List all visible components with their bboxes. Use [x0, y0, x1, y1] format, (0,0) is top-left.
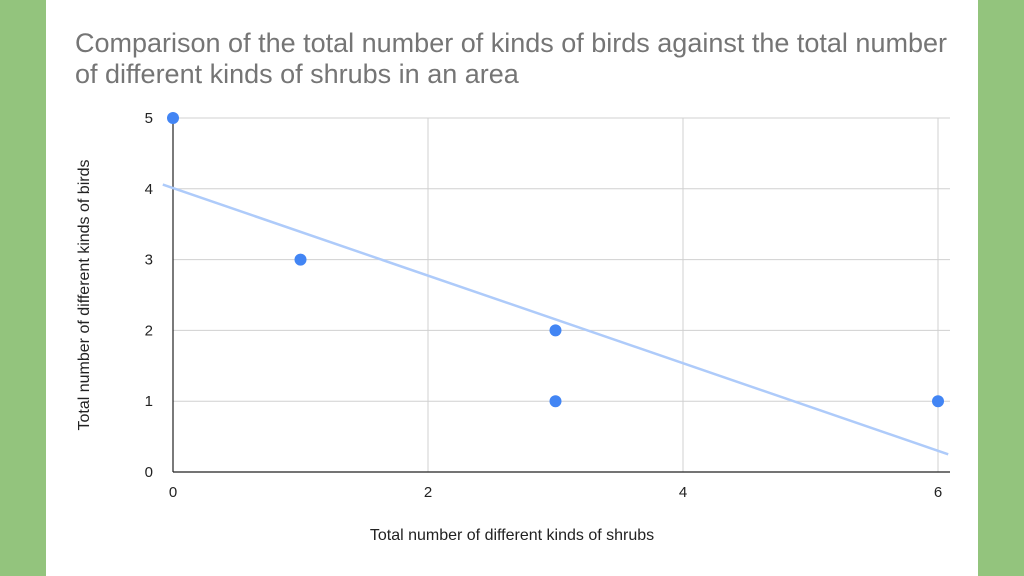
data-point [167, 112, 179, 124]
x-axis-label: Total number of different kinds of shrub… [369, 527, 655, 544]
y-axis-label: Total number of different kinds of birds [76, 159, 93, 431]
slide: Comparison of the total number of kinds … [46, 0, 978, 576]
x-tick-label: 6 [934, 484, 942, 501]
y-tick-label: 5 [145, 110, 153, 127]
y-tick-label: 4 [145, 181, 153, 198]
data-point [549, 324, 562, 337]
y-tick-label: 2 [145, 322, 153, 339]
x-tick-label: 0 [169, 484, 177, 501]
data-point [549, 395, 562, 408]
chart-title: Comparison of the total number of kinds … [75, 28, 947, 89]
data-point [294, 253, 307, 266]
y-tick-label: 1 [145, 393, 153, 410]
trendline [162, 183, 949, 456]
y-axis-label-container: Total number of different kinds of birds [73, 118, 97, 472]
y-tick-label: 0 [145, 464, 153, 481]
x-tick-label: 4 [679, 484, 687, 501]
x-tick-label: 2 [424, 484, 432, 501]
y-tick-label: 3 [145, 252, 153, 269]
data-point [932, 395, 944, 408]
